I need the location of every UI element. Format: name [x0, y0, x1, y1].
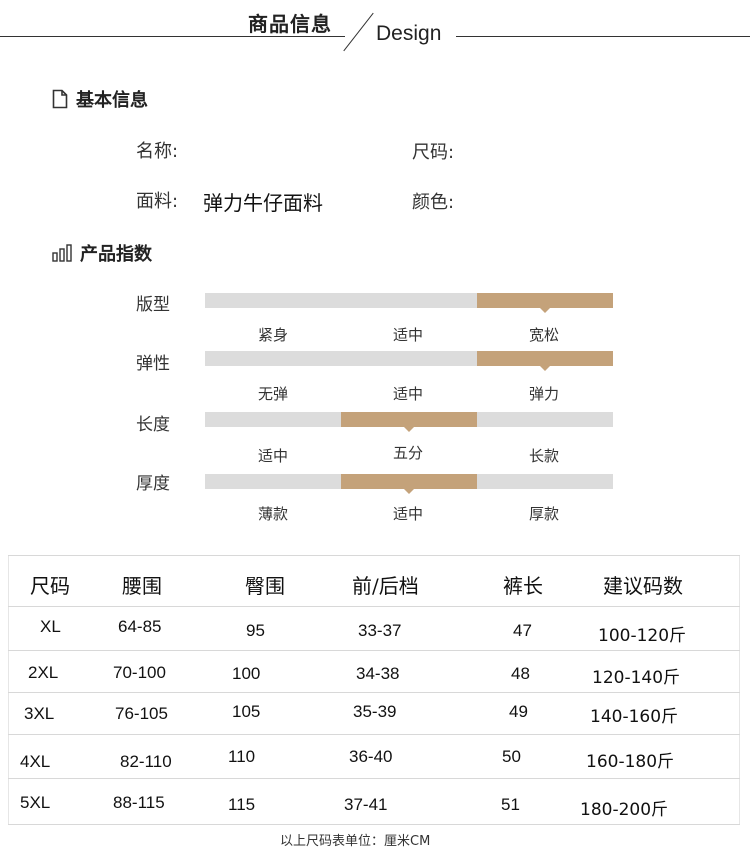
- header-slash: [343, 12, 374, 52]
- table-cell: 115: [228, 795, 256, 814]
- table-cell: 34-38: [356, 664, 400, 683]
- table-cell: 5XL: [20, 793, 51, 812]
- table-cell: 47: [513, 621, 532, 640]
- table-cell: 33-37: [358, 621, 402, 640]
- table-cell: 4XL: [20, 752, 51, 771]
- table-cell: 120-140斤: [592, 668, 681, 688]
- table-header-size: 尺码: [30, 574, 70, 598]
- table-cell: 37-41: [344, 795, 388, 814]
- table-cell: 105: [232, 702, 261, 721]
- table-cell: 35-39: [353, 702, 397, 721]
- header-title: 商品信息: [248, 12, 332, 36]
- index-option: 弹力: [529, 385, 560, 403]
- table-cell: 51: [501, 795, 520, 814]
- index-track-thickness: [205, 474, 613, 494]
- table-cell: 100: [232, 664, 261, 683]
- index-track-elasticity: [205, 351, 613, 371]
- table-cell: 36-40: [349, 747, 393, 766]
- table-cell: 50: [502, 747, 521, 766]
- table-cell: 140-160斤: [590, 707, 679, 727]
- index-option: 适中: [393, 326, 424, 344]
- table-cell: 49: [509, 702, 528, 721]
- table-cell: XL: [40, 617, 61, 636]
- index-label-fit: 版型: [136, 295, 170, 315]
- table-cell: 180-200斤: [580, 800, 669, 820]
- index-fill-elasticity: [477, 351, 613, 371]
- index-option: 五分: [393, 444, 424, 462]
- table-rule: [8, 692, 740, 693]
- index-option: 长款: [529, 447, 560, 465]
- table-cell: 3XL: [24, 704, 55, 723]
- product-index-heading: 产品指数: [52, 240, 152, 266]
- index-fill-thickness: [341, 474, 477, 494]
- color-label: 颜色:: [412, 192, 455, 213]
- index-option: 适中: [258, 447, 289, 465]
- bar-chart-icon: [52, 244, 72, 262]
- index-label-length: 长度: [136, 415, 170, 435]
- index-fill-length: [341, 412, 477, 432]
- document-icon: [52, 89, 68, 109]
- index-track-length: [205, 412, 613, 432]
- index-fill-fit: [477, 293, 613, 313]
- index-option: 适中: [393, 385, 424, 403]
- table-header-rise: 前/后档: [352, 574, 419, 598]
- index-option: 紧身: [258, 326, 289, 344]
- table-header-recommended: 建议码数: [603, 574, 683, 598]
- table-rule: [8, 778, 740, 779]
- index-option: 厚款: [529, 505, 560, 523]
- index-option: 薄款: [258, 505, 289, 523]
- index-label-elasticity: 弹性: [136, 354, 170, 374]
- size-label: 尺码:: [412, 142, 455, 163]
- size-unit-note: 以上尺码表单位：厘米CM: [280, 834, 431, 849]
- table-cell: 70-100: [113, 663, 166, 682]
- header-divider-left: [0, 36, 345, 37]
- product-index-heading-text: 产品指数: [80, 244, 152, 265]
- table-rule: [8, 606, 740, 607]
- table-cell: 100-120斤: [598, 626, 687, 646]
- basic-info-heading-text: 基本信息: [76, 90, 148, 111]
- table-cell: 82-110: [120, 752, 172, 771]
- table-cell: 160-180斤: [586, 752, 675, 772]
- fabric-value: 弹力牛仔面料: [203, 191, 323, 215]
- basic-info-heading: 基本信息: [52, 86, 148, 112]
- index-track-fit: [205, 293, 613, 313]
- table-cell: 2XL: [28, 663, 59, 682]
- fabric-label: 面料:: [136, 191, 179, 212]
- table-cell: 88-115: [113, 793, 165, 812]
- table-header-length: 裤长: [503, 574, 543, 598]
- table-cell: 64-85: [118, 617, 162, 636]
- table-rule: [8, 734, 740, 735]
- table-cell: 76-105: [115, 704, 168, 723]
- table-header-waist: 腰围: [122, 574, 162, 598]
- table-rule: [8, 555, 740, 556]
- index-option: 无弹: [258, 385, 289, 403]
- name-label: 名称:: [136, 141, 179, 162]
- header-subtitle: Design: [376, 22, 442, 45]
- table-rule: [8, 824, 740, 825]
- table-header-hip: 臀围: [245, 574, 285, 598]
- header-divider-right: [456, 36, 750, 37]
- table-cell: 48: [511, 664, 530, 683]
- index-label-thickness: 厚度: [136, 474, 170, 494]
- index-option: 宽松: [529, 326, 560, 344]
- table-cell: 110: [228, 747, 256, 766]
- index-option: 适中: [393, 505, 424, 523]
- table-cell: 95: [246, 621, 265, 640]
- size-table: [8, 555, 740, 825]
- table-rule: [8, 650, 740, 651]
